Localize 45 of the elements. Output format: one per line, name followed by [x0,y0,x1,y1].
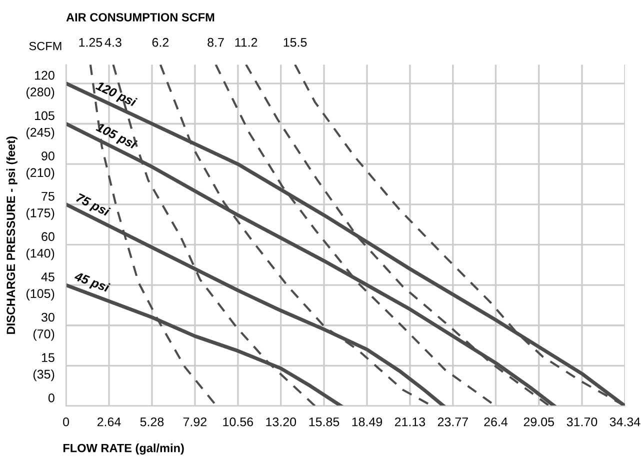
text: SCFM [29,42,62,50]
y2-tick-label: (210) [26,168,54,180]
series-label: 6.2 [152,38,168,47]
y2-tick-label: (70) [33,329,54,341]
x-tick-label: 0 [63,417,70,426]
x-tick-label: 29.05 [524,417,554,426]
x-tick-label: 15.85 [309,417,340,426]
y2-tick-label: (175) [26,208,54,220]
y2-tick-label: (140) [26,248,54,260]
x-tick-label: 18.49 [352,417,382,426]
x-tick-label: 21.13 [394,417,426,426]
x-tick-label: 5.28 [140,417,164,426]
y-tick-label: 90 [42,152,54,160]
x-tick-label: 34.34 [610,417,640,426]
series-label: 11.2 [235,38,258,47]
x-tick-label: 31.70 [566,417,598,426]
y2-tick-label: (245) [26,128,54,140]
x-tick-label: 10.56 [223,417,253,426]
y2-tick-label: (35) [33,369,54,382]
series-label: 4.3 [104,38,122,47]
text: 105 psi [94,122,138,152]
x-axis-title: FLOW RATE (gal/min) [63,444,184,455]
x-tick-label: 26.4 [484,417,508,426]
text: 75 psi [74,192,111,219]
x-tick-label: 7.92 [183,417,206,426]
x-tick-label: 23.77 [438,417,468,426]
y-tick-label: 0 [48,393,54,402]
y-tick-label: 15 [42,353,54,362]
y-tick-label: 105 [35,111,54,120]
y-tick-label: 60 [42,232,54,242]
text: 45 psi [72,271,111,295]
x-tick-label: 2.64 [97,417,121,426]
series-label: 8.7 [208,38,224,47]
y2-tick-label: (105) [26,288,54,300]
series-label: 1.25 [79,38,102,47]
y-tick-label: 30 [41,312,54,322]
chart-title: AIR CONSUMPTION SCFM [66,13,214,22]
y-tick-label: 45 [41,272,54,282]
y2-tick-label: (280) [26,87,54,99]
y-tick-label: 120 [35,70,54,80]
series-label: 15.5 [284,38,307,47]
text: 120 psi [94,80,138,110]
x-tick-label: 13.20 [266,417,296,426]
y2-axis-title: DISCHARGE PRESSURE - psi (feet) [6,136,18,334]
y-tick-label: 75 [42,192,54,201]
